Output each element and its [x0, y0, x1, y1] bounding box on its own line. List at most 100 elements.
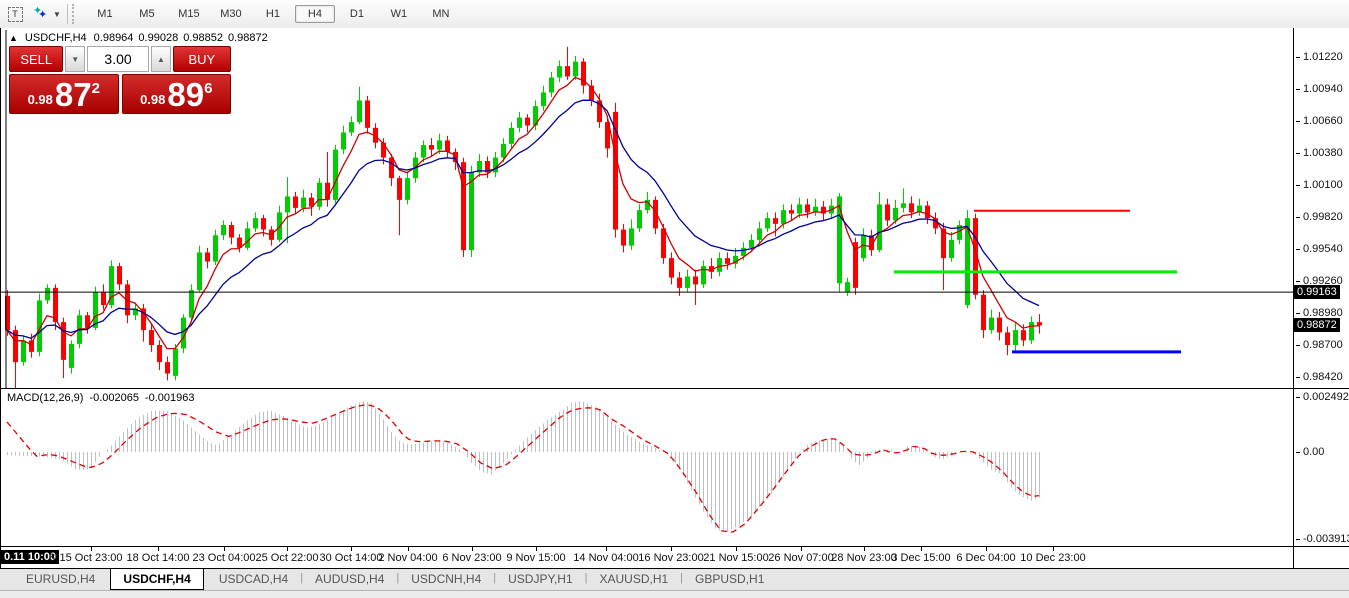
toolbar-drag-handle[interactable]	[71, 4, 78, 24]
price-tick-mark	[1296, 217, 1300, 218]
price-tick-label: 0.98700	[1303, 339, 1343, 351]
timeframe-button-h1[interactable]: H1	[265, 8, 280, 20]
price-tick-mark	[1296, 153, 1300, 154]
sell-button[interactable]: SELL	[9, 46, 64, 72]
macd-tick-mark	[1296, 538, 1300, 540]
time-tick-label: 15 Oct 23:00	[59, 552, 123, 564]
price-chart[interactable]	[1, 30, 1293, 388]
timeframe-button-h4[interactable]: H4	[294, 5, 335, 23]
time-tick-mark	[91, 547, 92, 551]
chart-symbol-period: USDCHF,H4	[24, 32, 87, 44]
chart-tab-xauusd-h1[interactable]: XAUUSD,H1	[599, 572, 669, 586]
macd-value-main: -0.002065	[89, 392, 139, 404]
volume-input[interactable]: 3.00	[86, 46, 150, 72]
time-tick-label: 30 Oct 14:00	[319, 552, 383, 564]
volume-increase-button[interactable]: ▲	[151, 46, 171, 72]
macd-tick-mark	[1296, 452, 1300, 453]
price-tick-mark	[1296, 377, 1300, 378]
time-tick-mark	[671, 547, 672, 551]
time-tick-mark	[351, 547, 352, 551]
time-tick-mark	[472, 547, 473, 551]
time-tick-mark	[986, 547, 987, 551]
time-tick-label: 26 Nov 07:00	[768, 552, 834, 564]
tab-separator: |	[300, 572, 304, 584]
tab-separator: |	[680, 572, 684, 584]
price-tick-mark	[1296, 57, 1300, 58]
sell-price-prefix: 0.98	[27, 92, 53, 107]
pane-divider[interactable]	[1, 388, 1349, 389]
chart-tab-gbpusd-h1[interactable]: GBPUSD,H1	[695, 572, 765, 586]
time-tick-label: 25 Oct 22:00	[255, 552, 319, 564]
time-tick-mark	[408, 547, 409, 551]
time-tick-label: 3 Dec 15:00	[891, 552, 951, 564]
chart-tabbar: EURUSD,H4 USDCHF,H4 USDCAD,H4 | AUDUSD,H4 |…	[0, 568, 1349, 590]
ohlc-high: 0.99028	[138, 32, 179, 44]
buy-price-prefix: 0.98	[140, 92, 166, 107]
timeframe-button-d1[interactable]: D1	[349, 8, 364, 20]
time-tick-label: 6 Nov 23:00	[442, 552, 502, 564]
timeframe-button-w1[interactable]: W1	[390, 8, 408, 20]
price-marker: 0.98872	[1294, 318, 1340, 333]
time-tick-mark	[1053, 547, 1054, 551]
ohlc-close: 0.98872	[227, 32, 268, 44]
sell-price-pipette: 2	[91, 80, 100, 97]
chart-tab-eurusd-h4[interactable]: EURUSD,H4	[26, 572, 96, 586]
macd-tick-label: 0.00	[1303, 446, 1325, 458]
price-tick-label: 0.99260	[1303, 275, 1343, 287]
buy-price-main: 89	[167, 76, 205, 113]
time-tick-label: 28 Nov 23:00	[831, 552, 897, 564]
time-tick-label: 23 Oct 04:00	[192, 552, 256, 564]
timeframe-button-m15[interactable]: M15	[178, 8, 200, 20]
one-click-trading-toggle-icon[interactable]: ▲	[9, 33, 18, 43]
buy-price-display[interactable]: 0.98 89 6	[121, 74, 231, 114]
chart-tab-audusd-h4[interactable]: AUDUSD,H4	[315, 572, 385, 586]
tab-separator: |	[396, 572, 400, 584]
chart-tab-usdchf-h4[interactable]: USDCHF,H4	[110, 569, 204, 590]
timeframes-dropdown-caret[interactable]: ▼	[53, 9, 61, 19]
macd-tick-label: -0.003913	[1303, 532, 1349, 545]
time-tick-label: 6 Dec 04:00	[956, 552, 1016, 564]
price-tick-label: 1.01220	[1303, 51, 1343, 63]
price-axis-border	[1293, 28, 1294, 568]
time-tick-label: 2 Nov 04:00	[378, 552, 438, 564]
price-tick-mark	[1296, 345, 1300, 346]
chart-tab-usdjpy-h1[interactable]: USDJPY,H1	[508, 572, 573, 586]
timeframe-button-m1[interactable]: M1	[97, 8, 113, 20]
time-tick-mark	[224, 547, 225, 551]
time-tick-label: 14 Nov 04:00	[573, 552, 639, 564]
price-tick-label: 0.99540	[1303, 243, 1343, 255]
chart-tab-usdcnh-h4[interactable]: USDCNH,H4	[411, 572, 482, 586]
time-tick-label: 21 Nov 15:00	[703, 552, 769, 564]
time-tick-mark	[287, 547, 288, 551]
timeframe-button-m30[interactable]: M30	[220, 8, 242, 20]
one-click-trading-panel: SELL ▼ 3.00 ▲ BUY 0.98 87 2 0.98 89 6	[9, 46, 231, 114]
macd-chart[interactable]	[1, 390, 1293, 546]
time-tick-label: 9 Nov 15:00	[506, 552, 566, 564]
time-axis: 0.11 10:00 8 15 Oct 23:00 18 Oct 14:00 23 …	[1, 546, 1349, 569]
timeframes-icon[interactable]: ✦ ✦	[33, 5, 48, 21]
macd-indicator-label: MACD(12,26,9) -0.002065 -0.001963	[7, 392, 195, 404]
macd-tick-mark	[1296, 396, 1300, 398]
tab-separator: |	[584, 572, 588, 584]
time-tick-mark	[864, 547, 865, 551]
price-marker: 0.99163	[1294, 285, 1340, 300]
sell-price-display[interactable]: 0.98 87 2	[9, 74, 119, 114]
timeframe-button-m5[interactable]: M5	[139, 8, 155, 20]
template-icon[interactable]: T	[4, 4, 26, 24]
price-tick-label: 0.98420	[1303, 371, 1343, 383]
macd-value-signal: -0.001963	[144, 392, 195, 404]
price-tick-label: 1.00380	[1303, 147, 1343, 159]
chart-tab-usdcad-h4[interactable]: USDCAD,H4	[218, 572, 289, 586]
price-tick-label: 1.00100	[1303, 179, 1343, 191]
chart-header: ▲ USDCHF,H4 0.98964 0.99028 0.98852 0.98…	[9, 32, 268, 44]
chart-area: 1.01220 1.00940 1.00660 1.00380 1.00100 0.998…	[0, 28, 1349, 568]
time-tick-label: 16 Nov 23:00	[638, 552, 704, 564]
price-tick-mark	[1296, 249, 1300, 250]
buy-button[interactable]: BUY	[172, 46, 231, 72]
price-tick-mark	[1296, 89, 1300, 90]
buy-price-pipette: 6	[204, 80, 213, 97]
volume-decrease-button[interactable]: ▼	[65, 46, 85, 72]
timeframe-button-mn[interactable]: MN	[432, 8, 450, 20]
vline-time-marker: 0.11 10:00	[1, 550, 59, 564]
